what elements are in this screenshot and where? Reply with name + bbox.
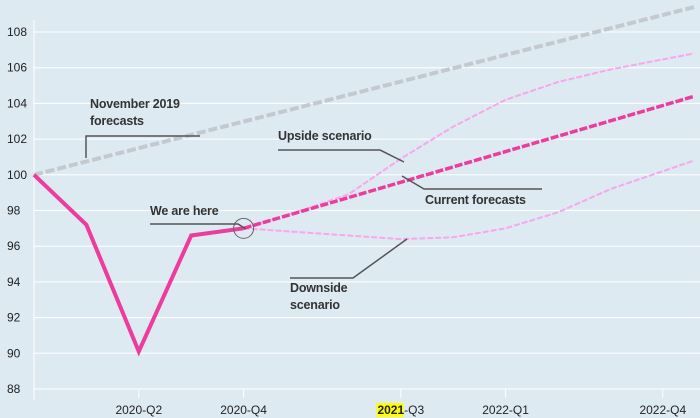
y-tick-label-90: 90 [7,346,21,360]
annotation-leader-nov2019 [85,135,200,158]
series [32,5,695,357]
annotation-leader-upside [278,149,405,163]
x-tick-label-2020-Q2: 2020-Q2 [115,403,162,417]
y-tick-label-92: 92 [7,311,21,325]
x-tick-label-2021-Q3: 2021-Q3 [377,403,424,417]
annotations: November 2019 forecasts Upside scenario Cur… [85,97,542,312]
series-current-forecasts [243,94,695,230]
annotation-upside-line-1: Upside scenario [278,129,372,143]
y-tick-label-88: 88 [7,382,21,396]
y-tick-label-100: 100 [7,168,27,182]
y-tick-label-96: 96 [7,239,21,253]
annotation-leader-downside [290,238,408,279]
y-tick-label-98: 98 [7,204,21,218]
y-tick-label-94: 94 [7,275,21,289]
year-highlight [376,403,404,417]
y-tick-label-108: 108 [7,25,27,39]
y-tick-label-104: 104 [7,96,27,110]
annotation-here-line-1: We are here [150,204,219,218]
annotation-downside-line-2: scenario [290,298,340,312]
annotation-nov2019-line-1: November 2019 [90,97,180,111]
grid [33,20,700,400]
annotation-downside-line-1: Downside [290,281,348,295]
y-tick-label-106: 106 [7,61,27,75]
x-tick-label-2022-Q1: 2022-Q1 [482,403,529,417]
x-axis: 2020-Q2 2020-Q4 2021-Q3 2022-Q1 2022-Q4 [115,389,686,417]
annotation-leader-here [150,223,247,230]
x-tick-label-2022-Q4: 2022-Q4 [639,403,686,417]
annotation-current-line-1: Current forecasts [425,193,526,207]
series-actual [32,173,244,357]
y-axis: 88 90 92 94 96 98 100 102 104 106 108 [7,25,27,396]
x-tick-label-2020-Q4: 2020-Q4 [220,403,267,417]
y-tick-label-102: 102 [7,132,27,146]
annotation-leader-current [401,175,542,190]
x-tick-highlight: 2021 [377,403,404,417]
series-downside-scenario [243,159,695,241]
annotation-nov2019-line-2: forecasts [90,114,144,128]
we-are-here-marker [233,217,255,239]
series-november-2019-forecasts [33,5,695,177]
